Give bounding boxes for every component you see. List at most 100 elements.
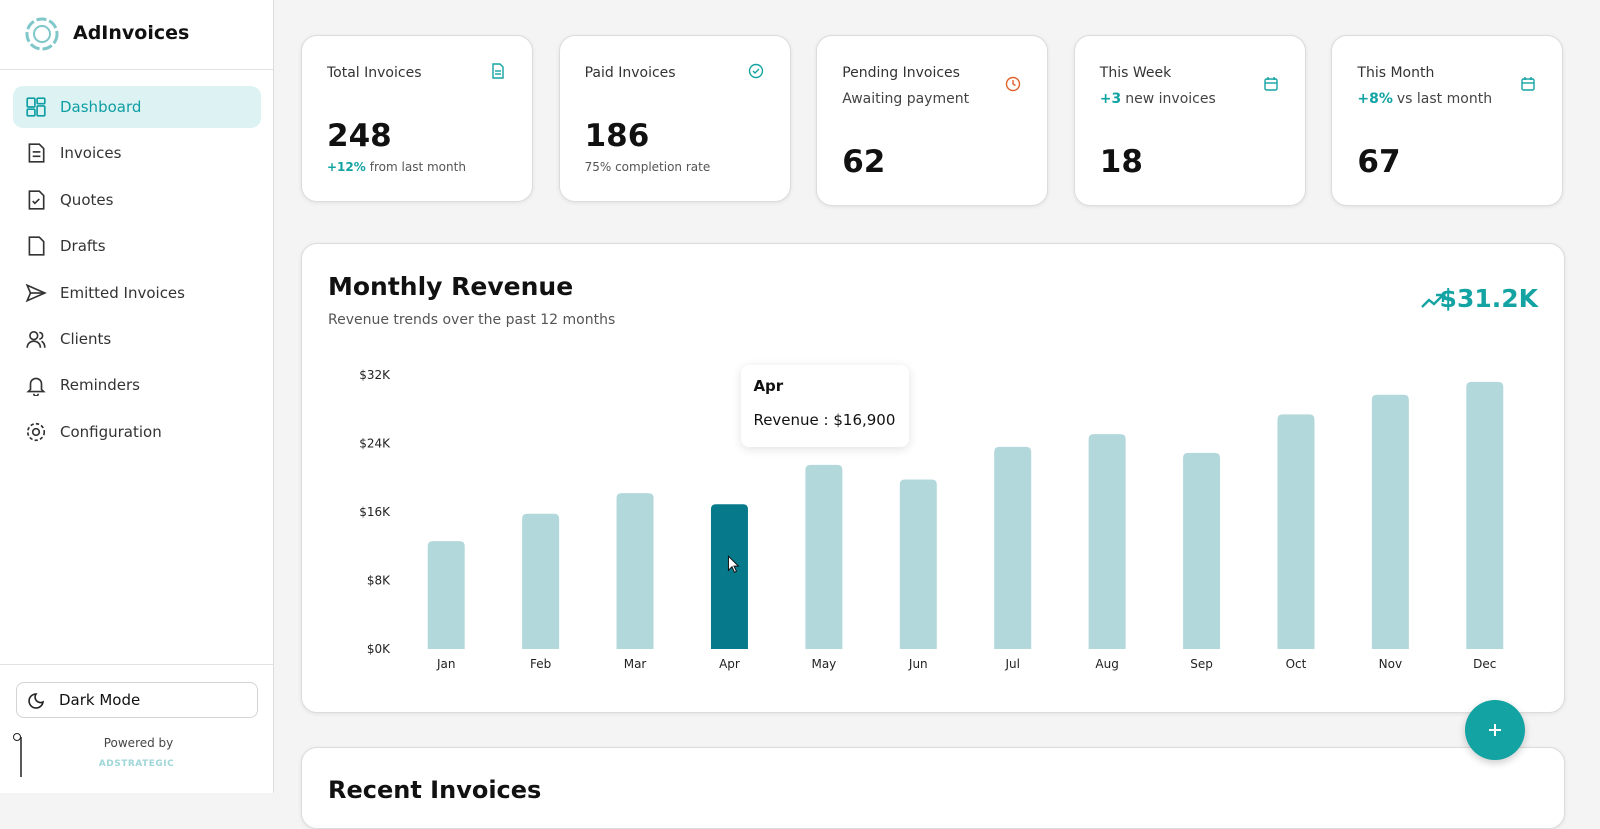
nav-item[interactable]: Reminders [13,364,261,406]
tooltip-text: Revenue : $16,900 [753,411,896,429]
x-tick-label: Feb [530,657,551,671]
add-button[interactable] [1465,700,1525,760]
bar[interactable] [1088,434,1126,649]
card-value: 62 [842,144,886,180]
icon [1521,77,1536,91]
card-icon [1005,76,1021,96]
card-value: 67 [1357,144,1401,180]
card-icon [748,63,764,83]
stat-card: Paid Invoices 186 75% completion rate [558,35,791,202]
bar[interactable] [994,446,1032,649]
cursor-marker [13,733,22,777]
card-note: 75% completion rate [585,160,711,174]
x-tick-label: Dec [1473,657,1496,671]
bar[interactable] [899,479,937,649]
card-note-text: 75% completion rate [584,160,711,174]
x-tick-label: Sep [1190,657,1213,671]
card-title: This Week [1099,65,1172,81]
powered-by: Powered by [103,736,174,750]
icon [1264,77,1278,91]
card-title: Paid Invoices [584,65,676,81]
x-tick-label: Jul [1004,657,1019,671]
nav-label: Configuration [60,422,162,441]
bar[interactable] [427,541,465,649]
bar[interactable] [805,464,843,649]
recent-invoices-card: Recent Invoices [301,747,1565,829]
x-tick-label: Apr [719,657,740,671]
chart-subtitle: Revenue trends over the past 12 months [328,312,616,328]
bar[interactable] [1371,394,1409,649]
stat-card: This Month +8% vs last month 67 [1331,35,1564,206]
x-tick-label: Jan [436,657,456,671]
divider [0,664,273,665]
nav-label: Invoices [60,144,122,163]
nav-item[interactable]: Drafts [13,225,261,267]
section-title: Recent Invoices [328,776,542,804]
card-title: Total Invoices [327,65,422,81]
card-subtitle-highlight: +8% [1357,91,1393,107]
powered-brand[interactable]: ADSTRATEGIC [98,759,175,769]
nav-icon [26,422,46,441]
nav-label: Clients [60,330,112,348]
card-subtitle: +3 new invoices [1100,91,1216,107]
nav-icon [26,378,46,397]
nav-icon [26,331,46,348]
tooltip: Apr Revenue : $16,900 [741,365,910,447]
card-subtitle-text: vs last month [1396,91,1493,107]
card-title: Pending Invoices [842,65,960,81]
chart-total: $31.2K [1439,284,1538,313]
card-subtitle-highlight: +3 [1099,91,1122,107]
card-icon [490,63,506,83]
revenue-card: Monthly Revenue Revenue trends over the … [301,243,1565,713]
card-value: 248 [327,118,392,154]
brand-name: AdInvoices [73,22,190,44]
x-tick-label: Nov [1379,657,1402,671]
icon [748,63,763,79]
nav-item[interactable]: Dashboard [13,86,261,128]
brand[interactable]: AdInvoices [0,0,273,70]
nav-item[interactable]: Invoices [13,132,261,174]
trend-icon [1421,293,1445,308]
y-tick-label: $16K [359,505,391,519]
nav-label: Reminders [60,376,140,395]
nav-icon [28,190,45,210]
y-tick-label: $24K [359,437,391,451]
x-tick-label: Aug [1095,657,1118,671]
bar[interactable] [1466,381,1504,649]
y-tick-label: $0K [367,642,391,656]
bar[interactable] [522,513,560,649]
stat-card: This Week +3 new invoices 18 [1073,35,1306,206]
y-tick-label: $8K [367,574,391,588]
card-icon [1263,76,1279,96]
x-tick-label: Oct [1286,657,1307,671]
plus-icon [1489,724,1501,736]
nav-label: Dashboard [60,98,142,116]
card-icon [1520,76,1536,96]
x-tick-label: Mar [624,657,647,671]
moon-icon [28,693,45,709]
nav-item[interactable]: Quotes [13,179,261,221]
bar[interactable] [1277,414,1315,649]
card-subtitle-text: new invoices [1125,91,1216,107]
bar[interactable] [616,493,654,649]
chart-title: Monthly Revenue [328,272,574,301]
nav-item[interactable]: Emitted Invoices [13,272,261,314]
y-tick-label: $32K [359,368,391,382]
sidebar: AdInvoices Dashboard Invoices Quotes Drafts… [0,0,274,793]
nav-label: Drafts [60,237,106,256]
logo [25,17,59,51]
bar-chart: $0K $8K $16K $24K $32K Jan Feb Mar Apr May Jun Jul A… [359,368,1504,671]
bar[interactable] [1183,452,1221,649]
card-subtitle-text: Awaiting payment [842,91,970,107]
nav-icon [28,236,45,256]
nav-item[interactable]: Clients [13,318,261,360]
nav-item[interactable]: Configuration [13,411,261,453]
dark-mode-toggle[interactable]: Dark Mode [16,682,258,718]
bar[interactable] [710,504,748,649]
card-value: 186 [584,118,650,154]
tooltip-title: Apr [753,377,784,395]
x-tick-label: Jun [908,657,928,671]
card-note-text: from last month [369,160,466,174]
card-title: This Month [1357,65,1435,81]
nav-icon [25,283,47,302]
